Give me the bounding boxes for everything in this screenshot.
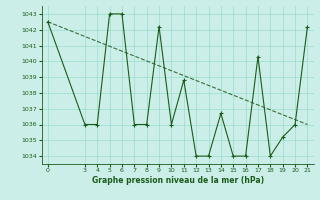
X-axis label: Graphe pression niveau de la mer (hPa): Graphe pression niveau de la mer (hPa) (92, 176, 264, 185)
